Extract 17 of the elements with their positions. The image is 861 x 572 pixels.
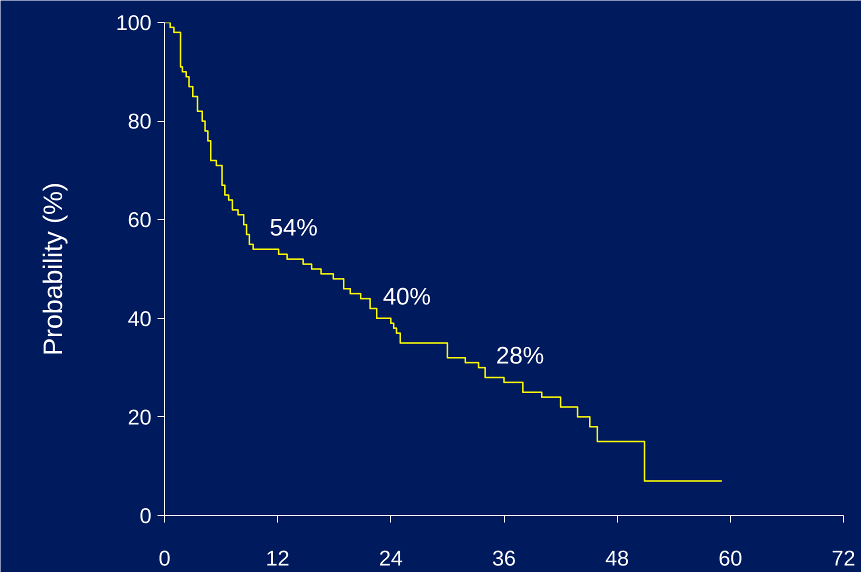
y-tick-label: 60 (128, 208, 152, 232)
x-tick-label: 0 (158, 546, 171, 570)
x-tick-label: 36 (492, 546, 516, 570)
x-tick-label: 24 (378, 546, 403, 570)
x-tick-label: 72 (832, 546, 856, 570)
annotation: 54% (270, 214, 318, 242)
y-tick-label: 100 (116, 11, 152, 35)
x-tick-label: 60 (718, 546, 742, 570)
y-tick-label: 40 (128, 306, 152, 331)
annotation: 28% (496, 342, 544, 370)
annotation: 40% (382, 283, 431, 310)
y-tick-label: 0 (140, 504, 152, 528)
y-axis-title: Probability (%) (38, 182, 68, 356)
y-tick-label: 20 (128, 405, 152, 430)
y-tick-label: 80 (128, 110, 152, 134)
x-tick-label: 48 (605, 546, 630, 570)
x-tick-label: 12 (266, 546, 290, 570)
